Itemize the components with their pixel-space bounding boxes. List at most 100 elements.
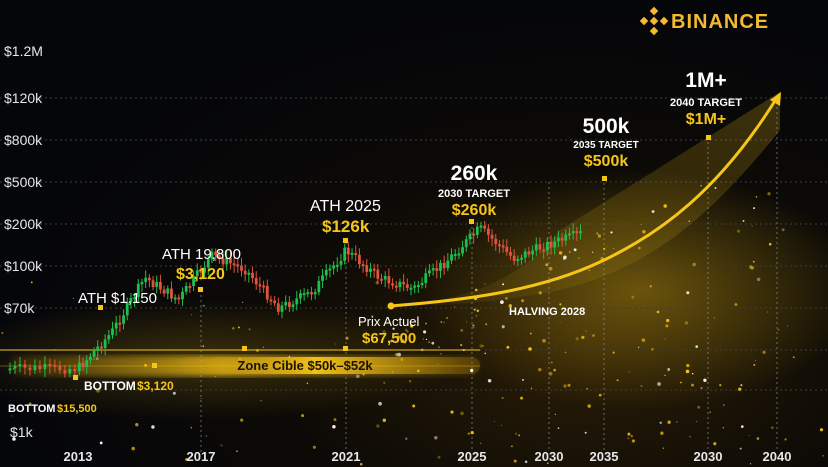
sparkle <box>529 332 532 335</box>
candle-body <box>549 241 553 248</box>
sparkle <box>521 378 525 381</box>
candle-body <box>38 365 42 370</box>
ath-2025-value: $126k <box>322 217 370 236</box>
sparkle <box>606 246 608 248</box>
sparkle <box>630 434 633 438</box>
sparkle <box>470 430 474 435</box>
sparkle <box>740 384 743 387</box>
target-2035-subtitle: 2035 TARGET <box>573 140 638 151</box>
y-tick-label: $120k <box>4 90 43 106</box>
candle-body <box>486 228 490 235</box>
sparkle <box>753 207 756 210</box>
candle-body <box>317 280 321 293</box>
candlestick-series <box>8 220 582 378</box>
y-tick-label: $100k <box>4 258 43 274</box>
sparkle <box>370 314 374 318</box>
candle-body <box>568 233 571 236</box>
zone-band <box>180 357 480 374</box>
sparkle <box>598 393 602 397</box>
sparkle <box>306 382 309 385</box>
sparkle <box>550 361 553 364</box>
sparkle <box>627 432 631 436</box>
candle-body <box>155 281 159 287</box>
candle-body <box>490 234 494 239</box>
marker-bottom-2 <box>73 375 78 380</box>
candle-body <box>346 247 350 255</box>
candle-body <box>405 284 409 289</box>
sparkle <box>391 371 394 373</box>
sparkle <box>627 437 630 440</box>
candle-body <box>310 292 313 295</box>
sparkle <box>750 266 754 270</box>
sparkle <box>54 349 56 351</box>
candle-body <box>354 252 358 255</box>
projection-arrowhead <box>770 92 781 106</box>
candle-body <box>538 244 542 250</box>
candle-body <box>313 292 317 295</box>
sparkle <box>603 247 606 250</box>
candle-body <box>299 293 302 299</box>
candle-body <box>162 289 166 294</box>
sparkle <box>610 231 613 234</box>
candle-body <box>53 364 57 367</box>
sparkle <box>664 338 666 340</box>
sparkle <box>500 300 504 304</box>
sparkle <box>400 341 403 344</box>
sparkle <box>684 321 689 325</box>
ath-2017-value: $3,120 <box>176 266 225 283</box>
sparkle <box>502 283 505 286</box>
sparkle <box>28 402 32 406</box>
candle-body <box>214 251 218 256</box>
candle-body <box>147 277 151 281</box>
sparkle <box>585 330 587 332</box>
candle-body <box>122 315 125 324</box>
sparkle <box>756 277 761 282</box>
sparkle <box>238 357 242 361</box>
candle-body <box>556 237 560 242</box>
sparkle <box>596 232 599 235</box>
sparkle <box>748 434 750 436</box>
sparkle <box>723 404 725 406</box>
sparkle <box>375 281 379 285</box>
sparkle <box>437 363 439 365</box>
sparkle <box>640 223 643 225</box>
marker-bottom-1 <box>152 363 157 368</box>
candle-body <box>111 328 114 336</box>
candle-body <box>383 276 387 280</box>
candle-body <box>100 346 103 349</box>
candle-body <box>151 280 155 287</box>
markers <box>73 135 711 380</box>
candle-body <box>210 251 214 260</box>
sparkle <box>428 341 431 344</box>
sparkle <box>190 313 193 316</box>
candle-body <box>527 251 531 255</box>
sparkle <box>172 391 176 395</box>
sparkle <box>405 437 408 440</box>
candle-body <box>240 265 243 271</box>
candle-body <box>96 346 100 351</box>
candle-body <box>579 231 582 234</box>
candle-body <box>170 288 173 299</box>
sparkle <box>288 356 291 358</box>
sparkle <box>738 387 742 391</box>
sparkle <box>686 363 690 368</box>
x-tick-label: 2025 <box>458 449 487 464</box>
sparkle <box>542 339 546 343</box>
sparkle <box>766 311 769 313</box>
candle-body <box>114 322 118 329</box>
sparkle <box>453 306 456 308</box>
candle-body <box>23 364 27 368</box>
sparkle <box>440 353 442 355</box>
bottom-1-value: $3,120 <box>137 379 174 393</box>
sparkle <box>404 328 408 332</box>
sparkle <box>450 410 454 414</box>
candle-body <box>472 233 476 236</box>
candle-body <box>431 268 435 271</box>
candle-body <box>295 298 299 305</box>
candle-body <box>413 285 417 288</box>
sparkle <box>72 297 74 299</box>
sparkle <box>382 418 387 422</box>
sparkle <box>144 363 148 367</box>
sparkle <box>686 291 690 295</box>
candle-body <box>225 258 229 265</box>
